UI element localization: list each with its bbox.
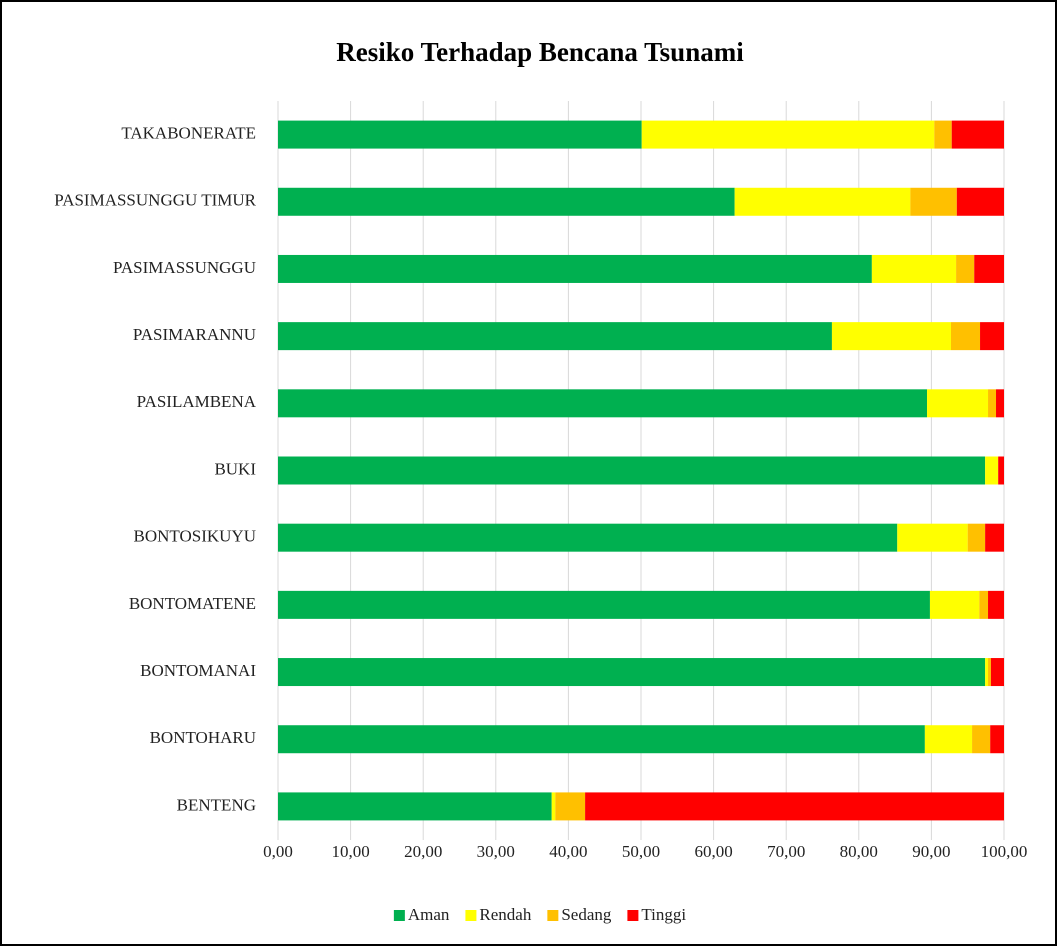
bar-segment (278, 389, 928, 418)
bar-segment (988, 658, 991, 687)
bar-segment (927, 389, 989, 418)
bar-segment (990, 658, 1004, 687)
y-tick-label: BONTOMATENE (129, 594, 256, 613)
bar-segment (956, 187, 1004, 216)
x-tick-label: 40,00 (549, 842, 587, 861)
bar-segment (910, 187, 957, 216)
y-tick-label: PASILAMBENA (137, 392, 257, 411)
y-tick-label: BONTOHARU (150, 728, 256, 747)
bar-segment (585, 792, 1004, 821)
bar-segment (979, 590, 989, 619)
bar-segment (278, 322, 832, 351)
bar-segment (278, 254, 872, 283)
bar-segment (831, 322, 952, 351)
bar-segment (278, 590, 930, 619)
x-tick-label: 20,00 (404, 842, 442, 861)
y-tick-label: PASIMASSUNGGU (113, 258, 256, 277)
legend-label: Aman (408, 905, 450, 924)
bar-segment (871, 254, 957, 283)
bar-segment (985, 456, 999, 485)
legend-swatch (465, 910, 477, 921)
chart-title: Resiko Terhadap Bencana Tsunami (336, 37, 744, 67)
bar-segment (988, 389, 997, 418)
x-tick-label: 60,00 (694, 842, 732, 861)
legend-label: Tinggi (641, 905, 686, 924)
bar-segment (972, 725, 991, 754)
legend-label: Rendah (479, 905, 531, 924)
bar-segment (974, 254, 1004, 283)
bar-segment (278, 792, 552, 821)
bar-segment (996, 389, 1004, 418)
y-tick-label: PASIMASSUNGGU TIMUR (54, 191, 256, 210)
bar-segment (956, 254, 975, 283)
x-tick-label: 90,00 (912, 842, 950, 861)
x-tick-label: 30,00 (477, 842, 515, 861)
bar-segment (980, 322, 1004, 351)
bar-segment (929, 590, 980, 619)
bar-segment (734, 187, 911, 216)
x-tick-label: 0,00 (263, 842, 293, 861)
x-tick-label: 100,00 (981, 842, 1028, 861)
bar-segment (951, 322, 981, 351)
bar-segment (897, 523, 968, 552)
bar-segment (998, 456, 1004, 485)
y-tick-label: BENTENG (177, 795, 256, 814)
bar-segment (934, 120, 952, 149)
x-tick-label: 50,00 (622, 842, 660, 861)
bar-segment (985, 523, 1004, 552)
bar-segment (278, 725, 925, 754)
y-tick-label: PASIMARANNU (133, 325, 256, 344)
bar-segment (278, 120, 642, 149)
bar-segment (278, 456, 986, 485)
y-tick-label: BUKI (214, 459, 256, 478)
bar-segment (985, 658, 989, 687)
bar-segment (990, 725, 1004, 754)
bar-segment (988, 590, 1004, 619)
y-tick-label: BONTOMANAI (140, 661, 256, 680)
x-tick-label: 80,00 (840, 842, 878, 861)
bar-segment (278, 187, 735, 216)
bar-segment (951, 120, 1004, 149)
x-tick-label: 10,00 (331, 842, 369, 861)
bar-segment (641, 120, 935, 149)
x-tick-label: 70,00 (767, 842, 805, 861)
bar-segment (278, 523, 898, 552)
legend-swatch (547, 910, 559, 921)
bar-segment (924, 725, 973, 754)
y-tick-label: BONTOSIKUYU (134, 527, 256, 546)
y-tick-label: TAKABONERATE (121, 123, 256, 142)
bar-segment (967, 523, 986, 552)
legend-swatch (393, 910, 405, 921)
bar-segment (278, 658, 986, 687)
bar-segment (551, 792, 556, 821)
legend-label: Sedang (561, 905, 612, 924)
legend-swatch (627, 910, 639, 921)
bar-segment (555, 792, 586, 821)
